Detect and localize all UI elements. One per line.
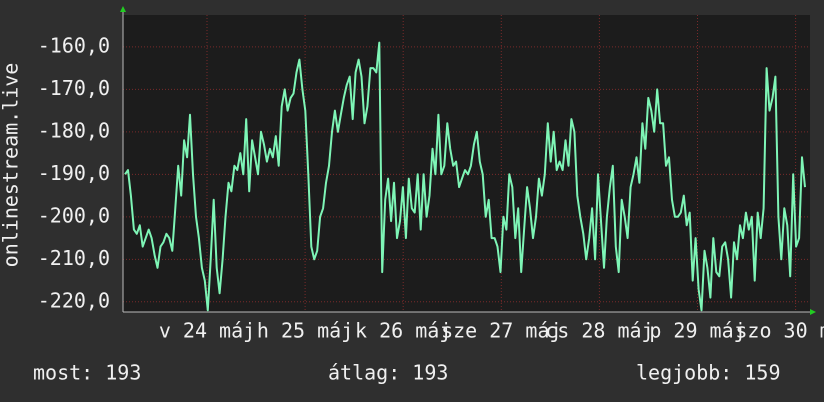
marks — [124, 41, 806, 312]
y-tick-label: -170,0 — [38, 76, 110, 100]
footer-best: legjobb: 159 — [636, 361, 781, 385]
x-tick-label: k 26 máj — [355, 319, 451, 343]
footer-current: most: 193 — [33, 361, 141, 385]
y-tick-label: -220,0 — [38, 288, 110, 312]
footer-average: átlag: 193 — [328, 361, 448, 385]
y-axis-label: onlinestream.live — [0, 63, 23, 268]
y-tick-label: -180,0 — [38, 118, 110, 142]
x-tick-label: v 24 máj — [159, 319, 255, 343]
y-tick-label: -190,0 — [38, 161, 110, 185]
y-tick-label: -210,0 — [38, 246, 110, 270]
y-tick-label: -200,0 — [38, 203, 110, 227]
y-tick-label: -160,0 — [38, 33, 110, 57]
x-axis-arrow — [810, 309, 816, 315]
grid — [123, 15, 810, 312]
series-line — [124, 41, 806, 312]
x-tick-label: szo 30 máj — [735, 319, 824, 343]
x-tick-label: p 29 máj — [649, 319, 745, 343]
x-tick-label: cs 28 máj — [545, 319, 653, 343]
x-tick-label: h 25 máj — [257, 319, 353, 343]
x-tick-label: sze 27 máj — [441, 319, 561, 343]
y-axis-arrow — [120, 6, 126, 12]
